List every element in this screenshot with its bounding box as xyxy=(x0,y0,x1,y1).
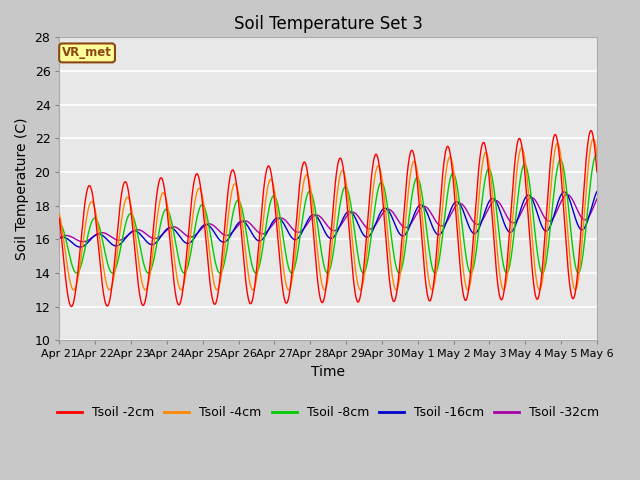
Y-axis label: Soil Temperature (C): Soil Temperature (C) xyxy=(15,118,29,260)
Title: Soil Temperature Set 3: Soil Temperature Set 3 xyxy=(234,15,422,33)
Legend: Tsoil -2cm, Tsoil -4cm, Tsoil -8cm, Tsoil -16cm, Tsoil -32cm: Tsoil -2cm, Tsoil -4cm, Tsoil -8cm, Tsoi… xyxy=(52,401,604,424)
Text: VR_met: VR_met xyxy=(62,47,112,60)
X-axis label: Time: Time xyxy=(311,365,345,379)
